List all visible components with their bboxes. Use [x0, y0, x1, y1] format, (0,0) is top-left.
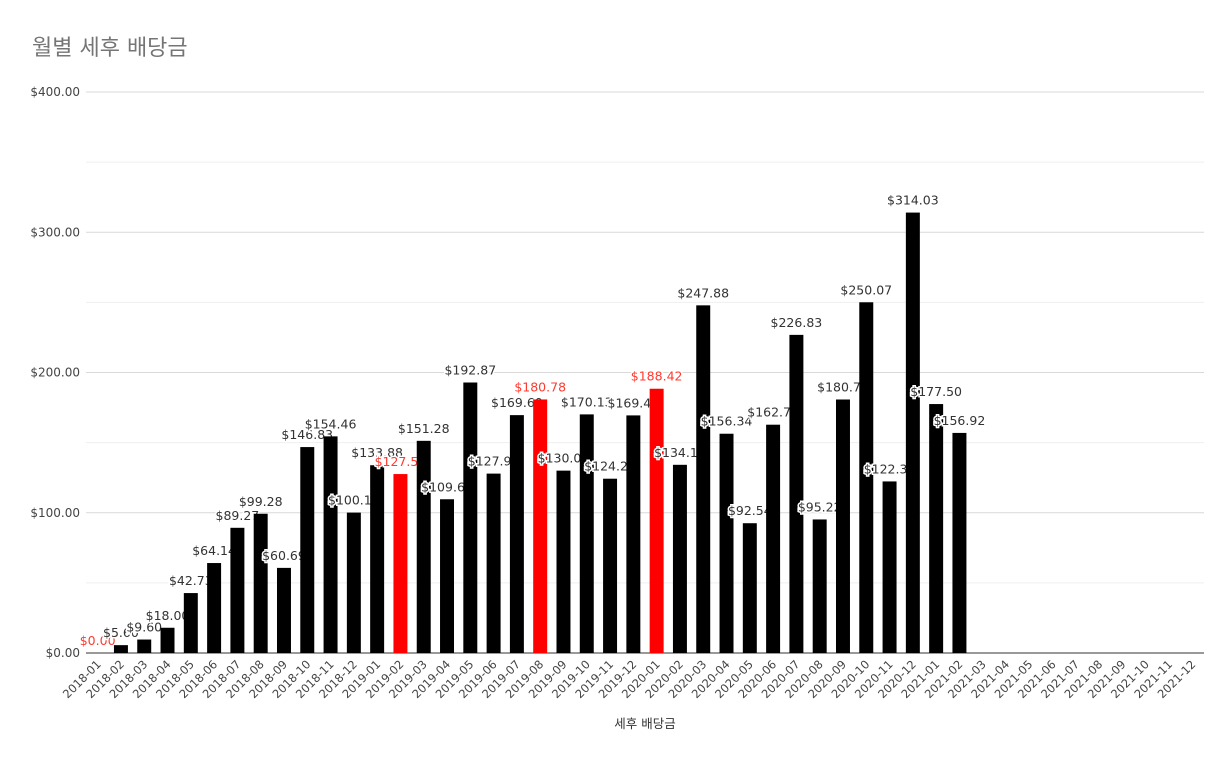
data-label: $130.03 [538, 451, 590, 466]
data-label: $133.88 [351, 445, 403, 460]
data-label: $5.60 [103, 625, 139, 640]
y-tick-label: $400.00 [30, 85, 80, 99]
data-label: $64.14 [192, 543, 236, 558]
data-label: $177.50 [910, 384, 962, 399]
data-label: $60.69 [262, 548, 306, 563]
y-tick-label: $0.00 [46, 646, 80, 660]
data-label: $18.00 [146, 608, 190, 623]
bar-2018-12 [346, 512, 361, 653]
bar-2019-11 [603, 478, 618, 653]
bar-2018-03 [137, 639, 152, 653]
data-label: $226.83 [771, 315, 823, 330]
bar-2019-02 [393, 474, 408, 653]
data-label: $156.34 [701, 414, 753, 429]
x-axis-title: 세후 배당금 [614, 716, 675, 731]
bar-2018-10 [300, 447, 315, 653]
bar-2020-06 [766, 424, 781, 653]
bar-2018-02 [113, 645, 128, 653]
data-label: $127.91 [468, 454, 520, 469]
data-label: $250.07 [840, 282, 892, 297]
data-label: $180.75 [817, 379, 869, 394]
bar-2020-12 [905, 212, 920, 653]
data-label: $95.22 [798, 499, 842, 514]
data-label: $169.41 [608, 395, 660, 410]
bar-2020-07 [789, 334, 804, 653]
chart-title: 월별 세후 배당금 [32, 36, 188, 61]
data-label: $89.27 [216, 508, 260, 523]
data-label: $146.83 [281, 427, 333, 442]
data-label: $42.73 [169, 573, 213, 588]
y-tick-label: $200.00 [30, 366, 80, 380]
data-label: $127.59 [375, 454, 427, 469]
data-label: $247.88 [677, 285, 729, 300]
bar-2018-08 [253, 513, 268, 653]
data-label: $170.13 [561, 394, 613, 409]
bar-2019-12 [626, 415, 641, 653]
bar-2021-02 [952, 432, 967, 653]
bar-2019-07 [509, 415, 524, 653]
bar-2020-04 [719, 433, 734, 653]
data-label: $109.62 [421, 479, 473, 494]
bar-2019-09 [556, 470, 571, 653]
data-label: $99.28 [239, 494, 283, 509]
data-label: $156.92 [934, 413, 986, 428]
bar-2019-03 [416, 440, 431, 653]
bar-2018-11 [323, 436, 338, 653]
bar-2019-01 [370, 465, 385, 653]
data-label: $9.60 [126, 620, 162, 635]
y-tick-label: $300.00 [30, 225, 80, 239]
data-label: $162.78 [747, 405, 799, 420]
data-label: $124.27 [584, 459, 636, 474]
bar-2019-10 [579, 414, 594, 653]
data-label: $122.33 [864, 461, 916, 476]
bar-2020-02 [672, 464, 687, 653]
bar-2020-09 [835, 399, 850, 653]
data-label: $134.18 [654, 445, 706, 460]
y-tick-label: $100.00 [30, 506, 80, 520]
bar-2018-07 [230, 527, 245, 653]
bar-2020-11 [882, 481, 897, 653]
data-label: $180.78 [514, 379, 566, 394]
bar-2019-04 [440, 499, 455, 653]
bar-2020-05 [742, 523, 757, 653]
bar-2019-08 [533, 399, 548, 653]
data-label: $92.54 [728, 503, 772, 518]
bar-2020-03 [696, 305, 711, 653]
bar-2018-05 [183, 593, 198, 653]
data-label: $314.03 [887, 193, 939, 208]
bar-2021-01 [929, 404, 944, 653]
bar-2018-09 [276, 567, 291, 653]
bar-2019-06 [486, 473, 501, 653]
bar-2018-06 [207, 563, 222, 653]
bar-2020-10 [859, 302, 874, 653]
data-label: $100.11 [328, 493, 380, 508]
data-label: $192.87 [444, 362, 496, 377]
data-label: $154.46 [305, 416, 357, 431]
bar-2020-01 [649, 388, 664, 653]
data-label: $151.28 [398, 421, 450, 436]
bar-2019-05 [463, 382, 478, 653]
bar-2018-04 [160, 627, 175, 653]
data-label: $0.00 [80, 633, 116, 648]
bar-2020-08 [812, 519, 827, 653]
data-label: $188.42 [631, 369, 683, 384]
data-label: $169.60 [491, 395, 543, 410]
